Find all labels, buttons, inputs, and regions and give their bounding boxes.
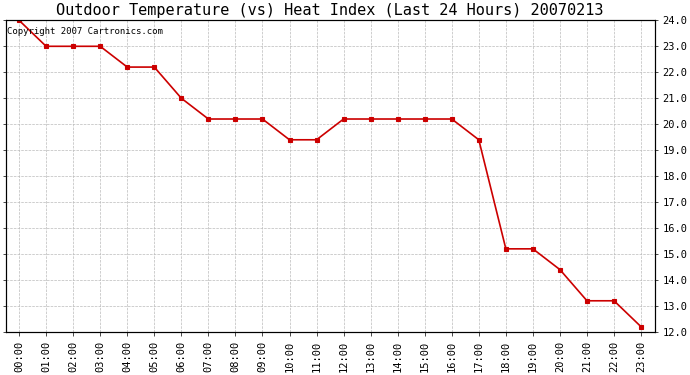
Text: Copyright 2007 Cartronics.com: Copyright 2007 Cartronics.com <box>7 27 163 36</box>
Title: Outdoor Temperature (vs) Heat Index (Last 24 Hours) 20070213: Outdoor Temperature (vs) Heat Index (Las… <box>57 3 604 18</box>
